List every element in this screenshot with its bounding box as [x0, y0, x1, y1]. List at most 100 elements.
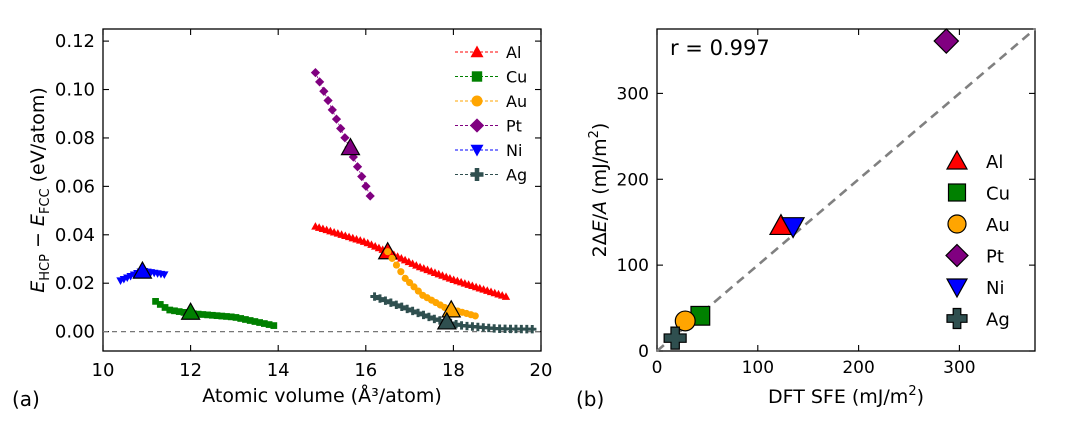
b-xtick-label: 100: [742, 358, 774, 378]
data-point-ag: [451, 319, 461, 329]
legend-a-marker-ni: [470, 144, 484, 157]
panel-a: 10 12 14 16 18 20 0.00 0.02 0.04 0.06 0.08 0.10 0.12…: [12, 28, 552, 411]
data-point-cu: [213, 312, 221, 320]
data-point-au: [406, 279, 414, 287]
data-point-ag: [413, 308, 423, 318]
legend-b-marker-cu: [947, 183, 967, 202]
data-point-ag: [495, 324, 504, 333]
panel-b-points: [663, 28, 960, 350]
data-point-cu: [175, 308, 183, 315]
panel-b-ylabel: 2ΔE/A (mJ/m2): [587, 123, 611, 258]
data-point-pt: [336, 123, 346, 134]
legend-b-marker-pt: [945, 243, 969, 268]
equilibrium-marker-ni: [132, 260, 153, 279]
equilibrium-marker-pt: [340, 137, 361, 156]
series-au: [384, 248, 479, 320]
data-point-ag: [517, 324, 526, 334]
data-point-ag: [381, 296, 390, 305]
data-point-cu: [223, 313, 230, 320]
data-point-cu: [256, 319, 263, 326]
data-point-pt: [323, 95, 333, 106]
data-point-ag: [484, 323, 493, 333]
panel-b-xlabel: DFT SFE (mJ/m2): [768, 384, 924, 408]
xlabel-b-sup: 2: [908, 384, 916, 399]
data-point-cu: [265, 321, 273, 328]
data-point-cu: [246, 317, 254, 324]
equilibrium-marker-cu: [180, 302, 201, 320]
a-xtick-label: 16: [354, 360, 377, 381]
series-ag: [370, 292, 537, 334]
data-point-ag: [370, 292, 379, 301]
panel-a-ticks: 10 12 14 16 18 20 0.00 0.02 0.04 0.06 0.08 0.10 0.12: [55, 29, 552, 381]
data-point-au: [392, 261, 401, 269]
a-xtick-label: 18: [442, 360, 465, 381]
data-point-ag: [500, 324, 510, 334]
a-ytick-label: 0.08: [55, 128, 95, 149]
data-point-ag: [392, 300, 401, 309]
legend-a-marker-al: [470, 45, 484, 58]
data-point-ag: [457, 321, 466, 330]
data-point-au: [414, 287, 422, 295]
a-ytick-label: 0.02: [55, 273, 95, 294]
a-xtick-label: 10: [92, 360, 115, 381]
panel-b-frame: [656, 28, 1036, 352]
data-point-au: [397, 268, 405, 276]
data-point-ag: [397, 302, 406, 312]
data-point-cu: [152, 298, 159, 305]
panel-a-legend: Al Cu Au Pt Ni Ag: [455, 43, 527, 185]
a-ytick-label: 0.06: [55, 176, 95, 197]
legend-b-marker-ni: [945, 278, 969, 299]
data-point-au: [410, 283, 418, 291]
legend-b-label-au: Au: [986, 215, 1010, 236]
data-point-ag: [506, 324, 515, 334]
legend-a-label-al: Al: [506, 43, 521, 62]
data-point-ag: [424, 312, 434, 322]
ylabel-e1: E: [27, 281, 49, 293]
data-point-pt: [352, 162, 363, 172]
data-point-pt: [361, 181, 371, 191]
panel-a-label: (a): [12, 387, 40, 411]
data-point-cu: [161, 304, 169, 311]
data-point-cu: [156, 301, 164, 308]
parity-line: [656, 28, 1036, 352]
panel-b-ticks: 0 100 200 300 0 100 200 300: [617, 29, 1035, 378]
legend-a-label-cu: Cu: [506, 68, 527, 87]
b-ytick-label: 300: [617, 84, 649, 104]
data-point-cu: [232, 314, 240, 321]
data-point-pt: [365, 191, 375, 201]
point-ni: [781, 217, 806, 239]
data-point-pt: [319, 86, 329, 96]
data-point-cu: [166, 306, 174, 314]
legend-a-marker-cu: [471, 71, 483, 82]
data-point-cu: [260, 320, 268, 327]
data-point-ag: [386, 298, 396, 307]
data-point-pt: [340, 133, 350, 143]
data-point-ag: [419, 310, 428, 320]
ylabel-b-pre: 2Δ: [589, 232, 611, 257]
legend-a-marker-pt: [469, 118, 485, 133]
panel-b-diagonal: [656, 28, 1036, 352]
point-pt: [933, 28, 960, 54]
data-point-au: [384, 248, 392, 256]
legend-a-label-pt: Pt: [506, 117, 522, 136]
ylabel-b-end: ): [589, 123, 611, 130]
data-point-ag: [473, 322, 483, 332]
a-ytick-label: 0.10: [55, 80, 95, 101]
data-point-ag: [511, 324, 521, 334]
legend-b-label-ni: Ni: [986, 278, 1004, 299]
legend-a-label-ni: Ni: [506, 141, 522, 160]
ylabel-sub2: FCC: [38, 188, 53, 214]
data-point-ag: [462, 321, 472, 331]
data-point-ag: [479, 323, 488, 332]
data-point-al: [501, 292, 511, 300]
legend-b-marker-al: [945, 149, 969, 170]
series-pt: [310, 67, 375, 201]
a-ytick-label: 0.12: [55, 31, 95, 52]
data-point-cu: [204, 311, 211, 319]
a-xtick-label: 14: [267, 360, 290, 381]
legend-a-label-au: Au: [506, 92, 527, 111]
equilibrium-marker-ag: [436, 311, 457, 330]
data-point-cu: [227, 313, 235, 321]
data-point-pt: [331, 114, 342, 124]
